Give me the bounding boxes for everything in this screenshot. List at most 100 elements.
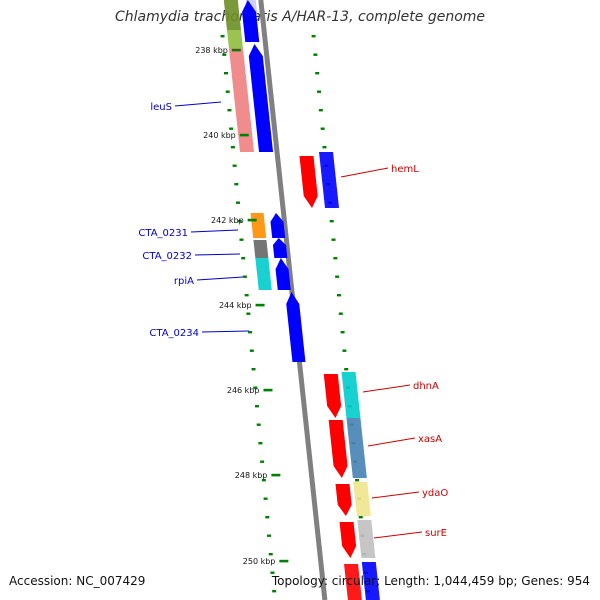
leader-line-xasA — [367, 437, 416, 447]
feature-band-CTA_0232 — [253, 240, 269, 258]
scale-label: 246 kbp — [227, 386, 260, 395]
ring-dot — [322, 146, 327, 149]
ring-dot — [267, 534, 272, 537]
gene-label-ydaO: ydaO — [422, 488, 448, 499]
ring-dot — [261, 479, 266, 482]
scale-tick — [239, 133, 249, 137]
leader-line-CTA_0234 — [201, 330, 250, 333]
ring-dot — [223, 72, 228, 75]
gene-arrow-hemL-red — [299, 156, 318, 208]
feature-band-dhnA — [341, 372, 361, 418]
ring-dot — [268, 553, 273, 556]
leader-line-rpiA — [196, 276, 244, 281]
scale-label: 244 kbp — [219, 301, 252, 310]
ring-dot — [220, 35, 225, 38]
ring-dot — [358, 516, 363, 519]
leader-line-CTA_0231 — [190, 229, 239, 233]
ring-dot — [260, 460, 265, 463]
ring-dot — [318, 109, 323, 112]
feature-band — [228, 48, 255, 152]
gene-arrow-ydaO — [335, 484, 352, 516]
ring-dot — [355, 479, 360, 482]
ring-dot — [234, 183, 239, 186]
accession-text: Accession: NC_007429 — [9, 574, 146, 588]
gene-label-xasA: xasA — [418, 434, 442, 445]
gene-arrow-CTA_0232 — [272, 238, 288, 258]
scale-tick — [255, 303, 265, 307]
gene-label-CTA_0231: CTA_0231 — [138, 228, 188, 239]
ring-dot — [320, 127, 325, 130]
scale-label: 238 kbp — [195, 46, 228, 55]
ring-dot — [265, 516, 270, 519]
feature-band — [361, 562, 380, 600]
gene-arrow-CTA_0231 — [270, 213, 286, 238]
scale-label: 242 kbp — [211, 216, 244, 225]
feature-band-CTA_0231 — [250, 213, 267, 238]
feature-band — [344, 564, 362, 600]
map-title: Chlamydia trachomatis A/HAR-13, complete… — [114, 9, 486, 25]
feature-band — [223, 0, 241, 30]
ring-dot — [246, 312, 251, 315]
ring-dot — [311, 35, 316, 38]
leader-line-hemL — [340, 167, 389, 178]
gene-label-surE: surE — [425, 528, 447, 539]
gene-label-rpiA: rpiA — [174, 276, 194, 287]
ring-dot — [272, 590, 277, 593]
feature-band-xasA — [346, 418, 367, 478]
ring-dot — [256, 423, 261, 426]
leader-line-dhnA — [362, 384, 411, 393]
ring-dot — [227, 109, 232, 112]
ring-dot — [230, 146, 235, 149]
ring-dot — [342, 349, 347, 352]
ring-dot — [313, 53, 318, 56]
feature-band-ydaO — [353, 482, 371, 516]
ring-dot — [317, 90, 322, 93]
ring-dot — [232, 164, 237, 167]
scale-tick — [279, 559, 289, 563]
ring-dot — [241, 257, 246, 260]
gene-arrow-surE — [339, 522, 357, 558]
gene-arrow-upstream — [242, 0, 260, 42]
gene-label-CTA_0234: CTA_0234 — [149, 328, 199, 339]
ring-dot — [237, 220, 242, 223]
gene-arrow-rpiA — [275, 258, 291, 290]
ring-dot — [335, 275, 340, 278]
ring-dot — [340, 331, 345, 334]
ring-dot — [225, 90, 230, 93]
ring-dot — [263, 497, 268, 500]
feature-band-hemL — [319, 152, 340, 208]
feature-band-rpiA — [255, 258, 272, 290]
ring-dot — [222, 53, 227, 56]
feature-band — [227, 30, 243, 48]
ring-dot — [329, 220, 334, 223]
scale-tick — [263, 388, 273, 392]
ring-dot — [242, 275, 247, 278]
scale-tick — [271, 473, 281, 477]
ring-dot — [254, 405, 259, 408]
ring-dot — [336, 294, 341, 297]
ring-dot — [338, 312, 343, 315]
ring-dot — [236, 201, 241, 204]
scale-tick — [247, 218, 257, 222]
left-dotted-ring — [220, 35, 277, 593]
ring-dot — [229, 127, 234, 130]
ring-dot — [248, 331, 253, 334]
ring-dot — [251, 368, 256, 371]
leader-line-leuS — [174, 101, 222, 107]
gene-label-dhnA: dhnA — [413, 381, 439, 392]
feature-band-surE — [357, 520, 376, 558]
gene-label-hemL: hemL — [391, 164, 419, 175]
ring-dot — [258, 442, 263, 445]
ring-dot — [331, 238, 336, 241]
ring-dot — [244, 294, 249, 297]
gene-arrow-leuS — [248, 44, 274, 152]
scale-label: 240 kbp — [203, 131, 236, 140]
gene-arrow-dhnA — [323, 374, 342, 418]
leader-line-surE — [373, 531, 423, 539]
ring-dot — [270, 571, 275, 574]
feature-tracks — [223, 0, 380, 600]
ring-dot — [239, 238, 244, 241]
scale-label: 250 kbp — [243, 557, 276, 566]
ring-dot — [315, 72, 320, 75]
